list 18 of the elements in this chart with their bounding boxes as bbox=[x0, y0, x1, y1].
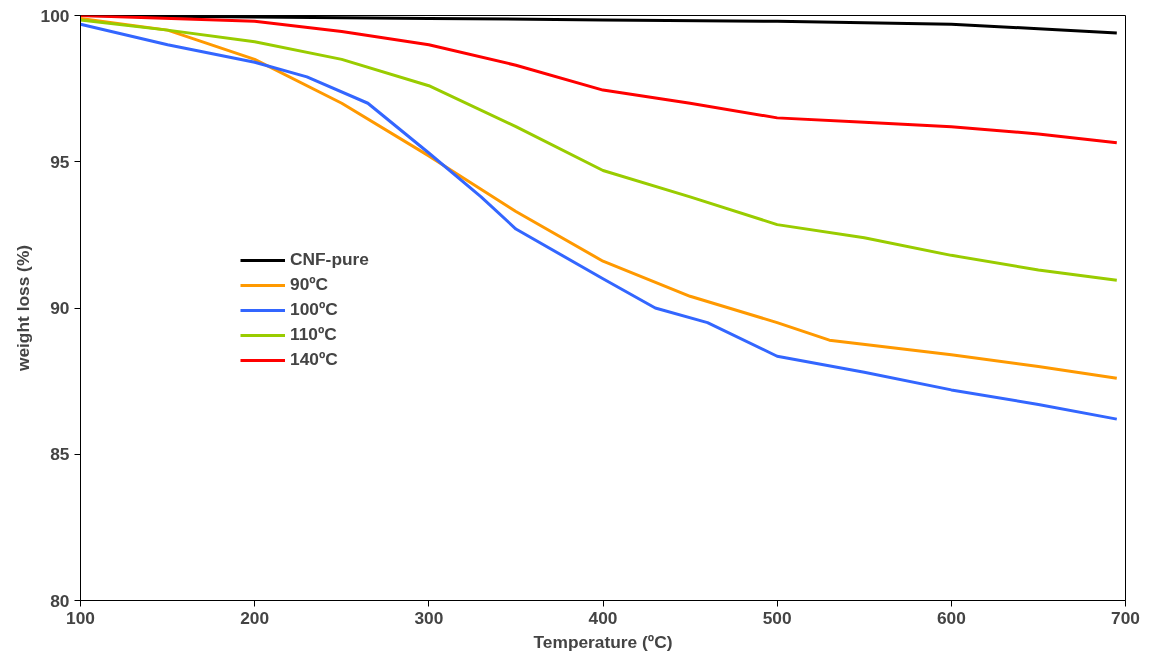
x-tick-label: 600 bbox=[936, 607, 966, 628]
x-tick-label: 700 bbox=[1111, 607, 1140, 628]
legend-label: 140ºC bbox=[290, 349, 338, 370]
x-axis-title: Temperature (ºC) bbox=[533, 631, 673, 652]
y-tick-label: 85 bbox=[50, 444, 70, 465]
y-tick-label: 100 bbox=[40, 5, 70, 26]
y-tick-label: 95 bbox=[50, 151, 70, 172]
line-series bbox=[80, 15, 1119, 145]
x-tick-label: 200 bbox=[240, 607, 270, 628]
x-tick-label: 400 bbox=[588, 607, 618, 628]
legend-label: 100ºC bbox=[290, 299, 338, 320]
legend-label: 110ºC bbox=[290, 324, 337, 345]
x-tick-label: 300 bbox=[414, 607, 444, 628]
legend-label: CNF-pure bbox=[290, 249, 369, 270]
y-axis-title: weight loss (%) bbox=[12, 244, 33, 373]
x-tick-label: 500 bbox=[762, 607, 792, 628]
y-tick-label: 90 bbox=[50, 298, 70, 318]
legend-label: 90ºC bbox=[290, 274, 329, 295]
